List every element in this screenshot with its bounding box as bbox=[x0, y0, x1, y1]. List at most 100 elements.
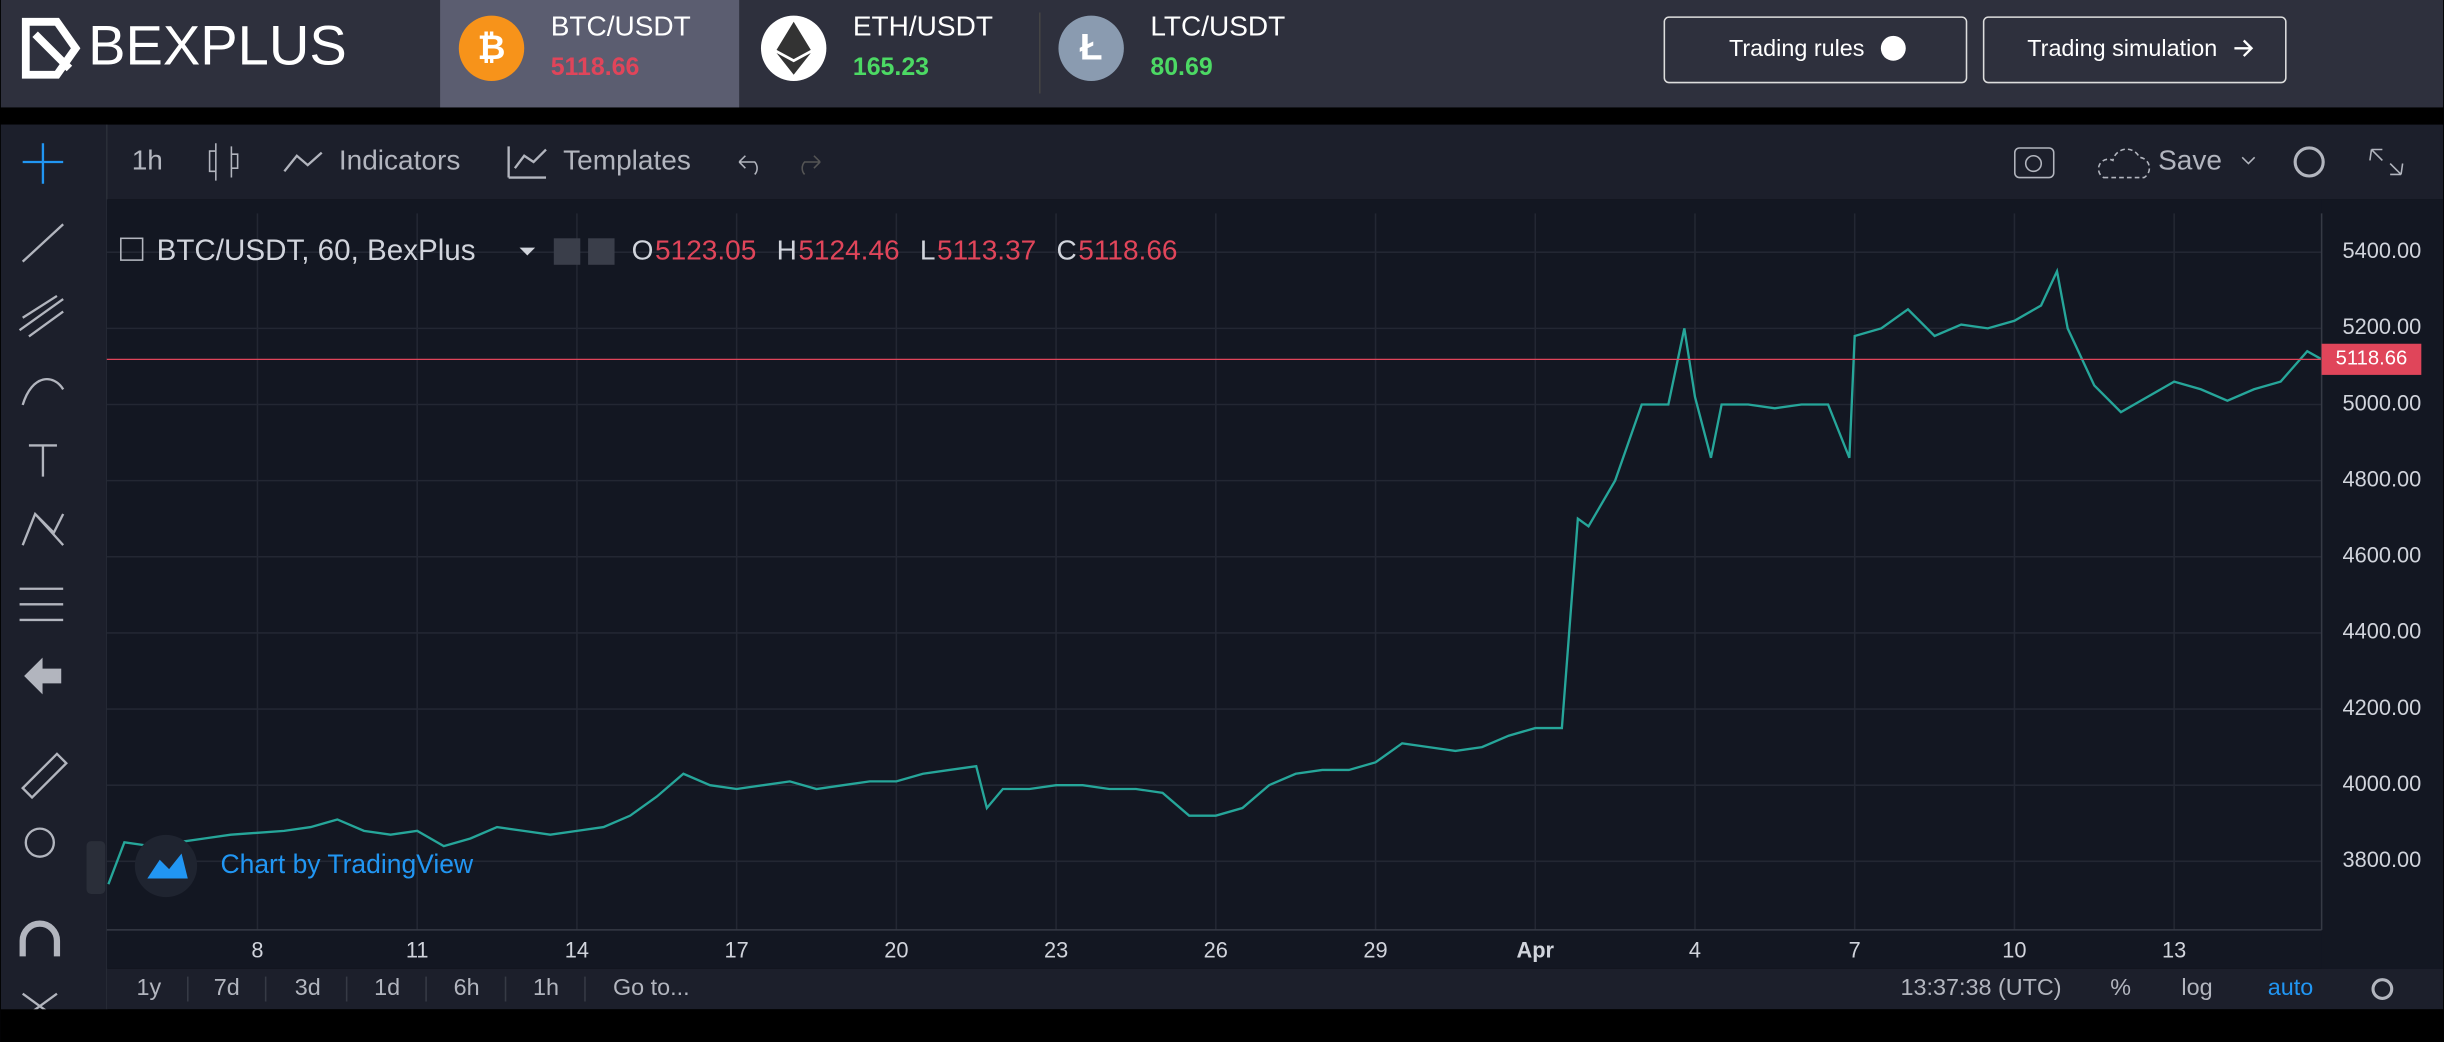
eye-icon[interactable] bbox=[553, 238, 581, 265]
indicator-icon bbox=[283, 151, 323, 173]
collapse-icon[interactable] bbox=[120, 237, 144, 261]
scale-option[interactable]: % bbox=[2110, 974, 2131, 1000]
toolbar-item[interactable]: Templates bbox=[563, 144, 691, 175]
toolbar-item[interactable]: Indicators bbox=[339, 144, 460, 175]
y-tick-label: 5200.00 bbox=[2343, 314, 2422, 339]
brand: BEXPLUS bbox=[88, 14, 347, 77]
settings-icon[interactable] bbox=[2293, 146, 2325, 178]
back-tool[interactable] bbox=[24, 657, 62, 695]
forecast-tool[interactable] bbox=[19, 587, 64, 622]
x-tick-label: 11 bbox=[406, 937, 429, 962]
y-tick-label: 4000.00 bbox=[2343, 771, 2422, 796]
button-label: Trading simulation bbox=[2027, 35, 2217, 61]
undo-icon[interactable] bbox=[738, 155, 758, 175]
ohlc-key: C bbox=[1056, 235, 1076, 266]
gear-icon[interactable] bbox=[588, 238, 615, 265]
x-tick-label: 14 bbox=[565, 937, 589, 962]
bottom-strip bbox=[0, 1009, 2444, 1042]
range-button[interactable]: 1d bbox=[374, 974, 400, 1000]
ohlc-legend: O 5123.05 H 5124.46 L 5113.37 C 5118.66 bbox=[632, 235, 1178, 266]
help-icon bbox=[1880, 35, 1906, 61]
range-button[interactable]: 6h bbox=[454, 974, 480, 1000]
brush-tool[interactable] bbox=[21, 378, 65, 406]
y-tick-label: 4400.00 bbox=[2343, 619, 2422, 644]
price-line bbox=[107, 267, 2323, 885]
zoom-tool[interactable] bbox=[24, 827, 56, 858]
tv-logo-mark bbox=[147, 853, 188, 879]
line-tool[interactable] bbox=[21, 223, 64, 263]
text-tool[interactable] bbox=[28, 444, 57, 477]
fib-tool[interactable] bbox=[18, 294, 64, 338]
x-tick-label: 4 bbox=[1689, 937, 1701, 962]
camera-icon[interactable] bbox=[2014, 147, 2055, 179]
footer-settings[interactable] bbox=[2371, 978, 2394, 1000]
last-price-tag bbox=[2321, 343, 2422, 375]
cloud-icon bbox=[2097, 148, 2151, 179]
range-button[interactable]: 1y bbox=[137, 974, 162, 1000]
template-icon bbox=[507, 146, 547, 179]
tool-panel bbox=[0, 124, 107, 1042]
simulation-button[interactable] bbox=[1982, 16, 2287, 84]
y-tick-label: 4600.00 bbox=[2343, 543, 2422, 568]
crosshair-tool[interactable] bbox=[22, 143, 64, 184]
watermark[interactable]: Chart by TradingView bbox=[220, 849, 473, 879]
x-tick-label: 13 bbox=[2162, 937, 2186, 962]
camera-lens bbox=[2024, 154, 2043, 173]
pair-name[interactable]: BTC/USDT bbox=[551, 10, 691, 41]
ohlc-value: 5118.66 bbox=[1078, 235, 1177, 266]
x-tick-label: 26 bbox=[1204, 937, 1228, 962]
legend-caret[interactable] bbox=[519, 247, 536, 256]
ohlc-key: H bbox=[777, 235, 797, 266]
x-tick-label: 10 bbox=[2002, 937, 2026, 962]
pair-price: 5118.66 bbox=[551, 53, 640, 81]
y-tick-label: 4800.00 bbox=[2343, 466, 2422, 491]
pair-name[interactable]: ETH/USDT bbox=[853, 10, 993, 41]
rules-button[interactable] bbox=[1663, 16, 1968, 84]
axes: 3800.00 4000.00 4200.00 4400.00 4600.00 4800.… bbox=[251, 238, 2422, 962]
pattern-tool[interactable] bbox=[21, 511, 65, 546]
btc-icon bbox=[458, 15, 525, 81]
eth-glyph bbox=[776, 21, 811, 75]
divider bbox=[0, 107, 2444, 125]
x-tick-label: 20 bbox=[884, 937, 908, 962]
y-tick-label: 5000.00 bbox=[2343, 390, 2422, 415]
range-button[interactable]: 7d bbox=[214, 974, 240, 1000]
scale-option[interactable]: auto bbox=[2268, 974, 2313, 1000]
range-button[interactable]: 3d bbox=[295, 974, 321, 1000]
header bbox=[0, 0, 2444, 108]
x-tick-label: 8 bbox=[251, 937, 263, 962]
pair-price: 165.23 bbox=[853, 53, 929, 81]
x-tick-label: 29 bbox=[1363, 937, 1387, 962]
scale-option[interactable]: log bbox=[2181, 974, 2212, 1000]
ohlc-value: 5123.05 bbox=[655, 235, 756, 266]
goto-button[interactable]: Go to... bbox=[613, 974, 690, 1000]
footer-items: 1y 7d 3d 1d 6h 1h Go to... 13:37:38 (UTC)% log au… bbox=[137, 974, 2394, 1002]
save-label[interactable]: Save bbox=[2158, 144, 2222, 175]
fullscreen-icon[interactable] bbox=[2369, 148, 2404, 176]
magnet-tool[interactable] bbox=[19, 920, 61, 957]
logo bbox=[21, 17, 81, 79]
panel-toggle[interactable] bbox=[86, 841, 106, 895]
x-tick-label: 23 bbox=[1044, 937, 1068, 962]
save-caret[interactable] bbox=[2241, 156, 2256, 165]
drawing-tools bbox=[18, 143, 68, 1020]
plot bbox=[106, 213, 2323, 930]
arrow-icon bbox=[2234, 39, 2254, 57]
pair-price: 80.69 bbox=[1150, 53, 1212, 81]
candle-icon[interactable] bbox=[208, 143, 239, 181]
x-tick-label: 17 bbox=[725, 937, 749, 962]
ohlc-key: L bbox=[920, 235, 936, 266]
symbol-legend: BTC/USDT, 60, BexPlus bbox=[157, 234, 476, 267]
ohlc-value: 5113.37 bbox=[937, 235, 1036, 266]
interval[interactable]: 1h bbox=[132, 144, 163, 175]
ohlc-key: O bbox=[632, 235, 654, 266]
redo-icon[interactable] bbox=[801, 155, 821, 175]
pair-name[interactable]: LTC/USDT bbox=[1150, 10, 1285, 41]
last-price-label: 5118.66 bbox=[2336, 348, 2408, 370]
ltc-glyph: Ł bbox=[1080, 26, 1103, 68]
button-label: Trading rules bbox=[1729, 35, 1864, 61]
range-button[interactable]: 1h bbox=[533, 974, 559, 1000]
measure-tool[interactable] bbox=[21, 752, 68, 800]
clock: 13:37:38 (UTC) bbox=[1901, 974, 2062, 1000]
